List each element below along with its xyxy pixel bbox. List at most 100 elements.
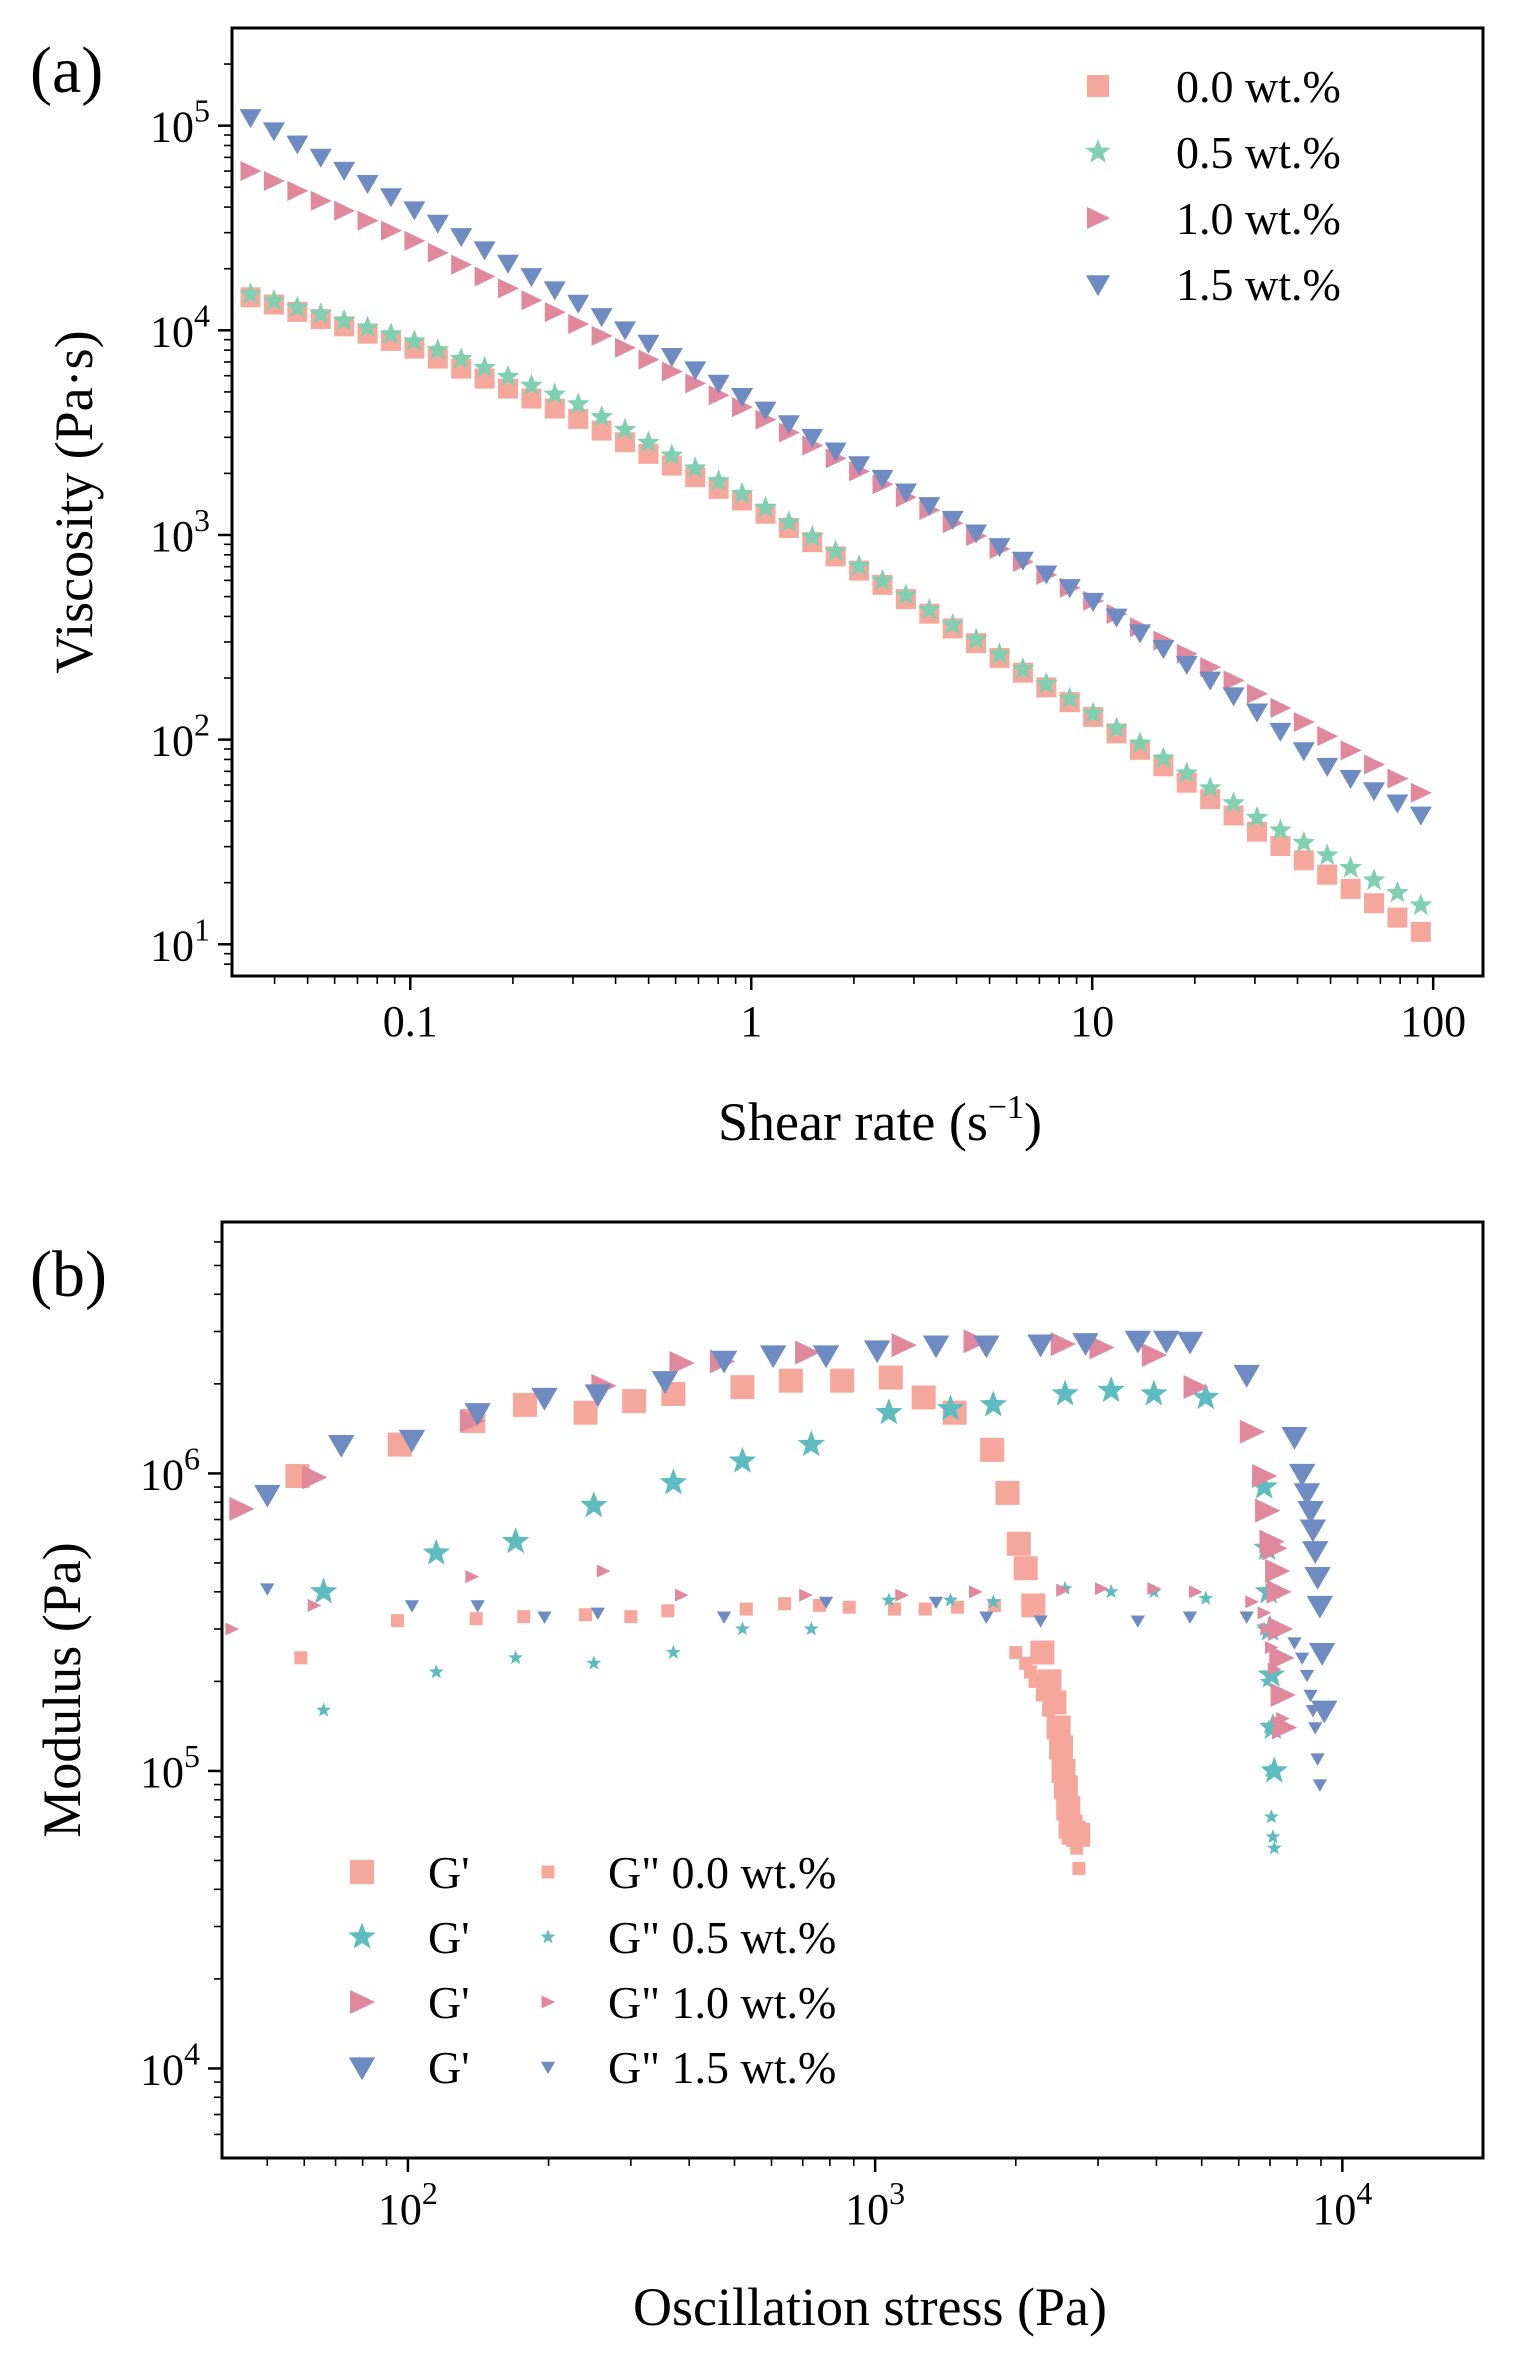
- panel-b-data-point: [1255, 1498, 1281, 1523]
- panel-b-data-point: [422, 1538, 450, 1565]
- panel-b-data-point: [943, 1592, 958, 1607]
- panel-b-data-point: [1147, 1582, 1162, 1596]
- panel-b-legend-marker-gdoubleprime: [540, 1929, 556, 1944]
- panel-b-data-point: [1297, 1500, 1324, 1524]
- panel-a-data-point: [262, 122, 285, 142]
- panel-b-data-point: [1288, 1463, 1316, 1487]
- panel-a-data-point: [567, 294, 590, 314]
- panel-a-data-point: [1292, 830, 1316, 853]
- panel-b-data-point: [812, 1345, 840, 1369]
- panel-b-data-point: [302, 1465, 328, 1490]
- panel-a-data-point: [1387, 907, 1408, 928]
- panel-a-data-point: [1339, 855, 1362, 878]
- panel-a-data-point: [1223, 805, 1244, 826]
- panel-a-data-point: [240, 161, 262, 182]
- panel-a-data-point: [1362, 868, 1386, 891]
- panel-a-data-point: [848, 456, 871, 476]
- panel-a-data-point: [754, 495, 777, 518]
- panel-b-data-point: [1276, 1712, 1290, 1726]
- panel-a-data-point: [263, 170, 285, 191]
- panel-a-data-point: [473, 241, 496, 261]
- panel-a-data-point: [380, 330, 401, 351]
- panel-a-data-point: [1035, 565, 1058, 585]
- panel-b-label: (b): [30, 1238, 107, 1311]
- panel-a-data-point: [287, 180, 309, 201]
- panel-a-data-point: [965, 524, 988, 544]
- panel-b-data-point: [669, 1351, 695, 1376]
- panel-a-data-point: [824, 442, 847, 462]
- panel-a-data-point: [1364, 893, 1385, 914]
- panel-b-data-point: [1062, 1793, 1076, 1807]
- panel-b-data-point: [1250, 1472, 1278, 1499]
- panel-b-data-point: [1245, 1595, 1259, 1609]
- panel-b-legend-marker-gprime: [350, 1990, 376, 2014]
- panel-a-data-point: [544, 302, 566, 323]
- panel-b-data-point: [863, 1340, 891, 1364]
- panel-b-data-point: [501, 1527, 530, 1554]
- panel-b-data-point: [1306, 1595, 1334, 1619]
- panel-b-data-point: [316, 1702, 331, 1717]
- panel-b-data-point: [674, 1588, 689, 1602]
- panel-a-data-point: [497, 278, 519, 299]
- panel-b-data-point: [1058, 1764, 1072, 1778]
- panel-b-data-point: [778, 1368, 803, 1393]
- panel-b-data-point: [1269, 1645, 1295, 1670]
- panel-a-data-point: [451, 254, 473, 275]
- panel-a-y-tick-label: 102: [150, 707, 210, 766]
- panel-b-data-point: [1293, 1483, 1321, 1507]
- panel-b-legend-label-gdoubleprime: G" 0.5 wt.%: [608, 1912, 836, 1963]
- panel-b-data-point: [1299, 1519, 1327, 1543]
- panel-a-data-point: [1222, 791, 1245, 813]
- panel-b-data-point: [1056, 1583, 1070, 1597]
- panel-a-data-point: [1292, 742, 1315, 762]
- panel-b-y-tick-label: 104: [140, 2035, 200, 2094]
- panel-a-data-point: [1081, 701, 1105, 724]
- panel-b-data-point: [1198, 1590, 1214, 1605]
- panel-a-data-point: [1223, 670, 1245, 691]
- panel-b-data-point: [469, 1612, 483, 1626]
- panel-a-data-point: [1245, 703, 1268, 723]
- panel-b-data-point: [1047, 1720, 1061, 1734]
- panel-a-data-point: [496, 254, 519, 274]
- panel-b-data-point: [517, 1610, 531, 1624]
- panel-a-data-point: [1340, 878, 1361, 899]
- panel-a-y-tick-label: 101: [150, 911, 210, 970]
- panel-a-legend-label: 0.0 wt.%: [1176, 61, 1341, 112]
- panel-b-data-point: [797, 1430, 825, 1457]
- panel-b-data-point: [470, 1600, 485, 1613]
- panel-a-data-point: [988, 538, 1011, 558]
- panel-a-legend-marker: [1085, 275, 1111, 297]
- panel-b-data-point: [1267, 1616, 1294, 1641]
- panel-b-data-point: [1266, 1579, 1292, 1604]
- panel-b-data-point: [1287, 1637, 1302, 1650]
- panel-a-data-point: [1011, 551, 1034, 571]
- panel-a-data-point: [1058, 686, 1082, 709]
- panel-b-data-point: [778, 1597, 792, 1611]
- panel-b-data-point: [1264, 1640, 1279, 1654]
- panel-a-data-point: [1317, 864, 1338, 885]
- panel-a-data-point: [1316, 757, 1339, 777]
- panel-a-data-point: [450, 228, 473, 248]
- panel-b-data-point: [1072, 1333, 1099, 1356]
- panel-b-data-point: [1030, 1640, 1055, 1665]
- panel-a-data-point: [1246, 821, 1267, 842]
- panel-b-data-point: [573, 1400, 598, 1425]
- panel-a-data-point: [941, 612, 965, 635]
- panel-a-data-point: [1293, 850, 1314, 871]
- panel-a-series-1.5 wt.%: [239, 109, 1432, 826]
- panel-a-y-tick-label: 103: [150, 502, 210, 561]
- panel-a-data-point: [1222, 687, 1245, 707]
- panel-b-data-point: [531, 1387, 558, 1411]
- panel-b-data-point: [1072, 1861, 1086, 1875]
- panel-b-data-point: [1192, 1383, 1220, 1410]
- panel-a-legend-label: 0.5 wt.%: [1176, 127, 1341, 178]
- panel-b-data-point: [936, 1394, 965, 1421]
- panel-a-data-point: [732, 397, 754, 418]
- panel-b-legend-label-gdoubleprime: G" 1.0 wt.%: [608, 1977, 836, 2028]
- panel-b-data-point: [309, 1577, 338, 1604]
- panel-a-data-point: [707, 374, 730, 394]
- panel-b-data-point: [1097, 1376, 1125, 1403]
- panel-a-data-point: [1409, 806, 1432, 826]
- panel-a-data-point: [1315, 843, 1339, 866]
- panel-a-viscosity-chart: (a) 0.1 1 10 100 101 102 103 104 105 Shear rate …: [30, 26, 1485, 1152]
